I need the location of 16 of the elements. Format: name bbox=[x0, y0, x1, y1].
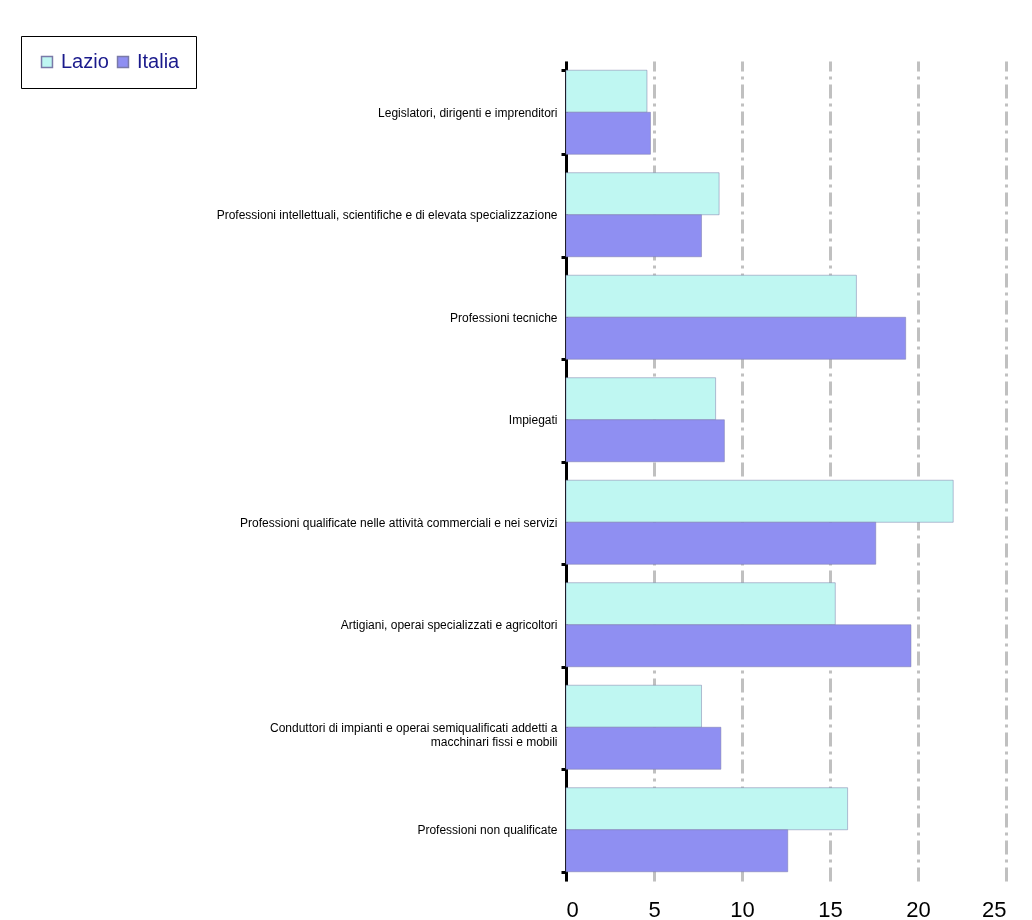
y-tick-label: Professioni qualificate nelle attività commerciali e nei servizi bbox=[240, 515, 558, 530]
x-tick-label: 15 bbox=[818, 896, 843, 920]
y-tick-label: Professioni intellettuali, scientifiche e di elevata specializzazione bbox=[216, 208, 558, 223]
legend-label: Italia bbox=[137, 50, 181, 72]
y-tick-label: Impiegati bbox=[508, 413, 558, 428]
y-tick-label: Professioni tecniche bbox=[450, 310, 558, 325]
y-tick-label: Artigiani, operai specializzati e agricoltori bbox=[340, 618, 558, 633]
x-tick-label: 20 bbox=[906, 896, 931, 920]
x-tick-label: 25 bbox=[982, 896, 1007, 920]
x-tick-label: 10 bbox=[730, 896, 755, 920]
x-tick-label: 0 bbox=[566, 896, 579, 920]
y-tick-label: Conduttori di impianti e operai semiqualificati addetti a macchinari fissi e mobili bbox=[270, 720, 558, 749]
y-tick-label: Professioni non qualificate bbox=[417, 823, 558, 838]
x-tick-label: 5 bbox=[648, 896, 661, 920]
y-tick-label: Legislatori, dirigenti e imprenditori bbox=[378, 105, 558, 120]
legend-label: Lazio bbox=[61, 50, 109, 72]
